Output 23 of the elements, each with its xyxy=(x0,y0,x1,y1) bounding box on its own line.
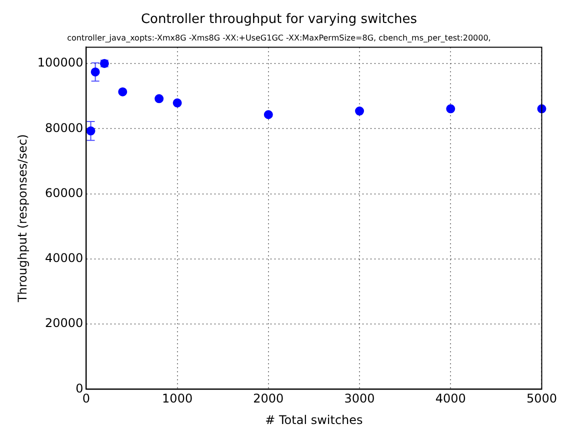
y-tick-label: 20000 xyxy=(45,316,84,330)
x-axis-title: # Total switches xyxy=(265,412,363,427)
chart-title: Controller throughput for varying switches xyxy=(140,12,418,28)
x-tick-label: 2000 xyxy=(253,392,284,406)
y-tick-label: 40000 xyxy=(45,251,84,266)
y-tick-label: 80000 xyxy=(45,120,84,135)
x-tick-label: 5000 xyxy=(526,392,558,406)
point xyxy=(172,98,182,108)
point xyxy=(118,87,128,96)
x-tick-label: 4000 xyxy=(435,392,466,406)
point xyxy=(154,94,164,104)
y-axis-title: Throughput (responses/sec) xyxy=(15,134,30,304)
point xyxy=(355,106,364,116)
y-tick-label: 60000 xyxy=(45,186,84,200)
point xyxy=(264,110,273,120)
y-tick-label: 0 xyxy=(76,381,84,396)
point xyxy=(86,126,96,136)
x-tick-label: 3000 xyxy=(344,392,375,406)
chart-subtitle: controller_java_xopts:-Xmx8G -Xms8G -XX:+UseG1GC -XX:MaxPermSize=8G, cbench_ms_per_test:20000, xyxy=(67,33,491,42)
y-tick-label: 100000 xyxy=(37,56,84,70)
point xyxy=(90,67,100,76)
point xyxy=(446,104,456,114)
x-tick-label: 1000 xyxy=(162,392,193,406)
